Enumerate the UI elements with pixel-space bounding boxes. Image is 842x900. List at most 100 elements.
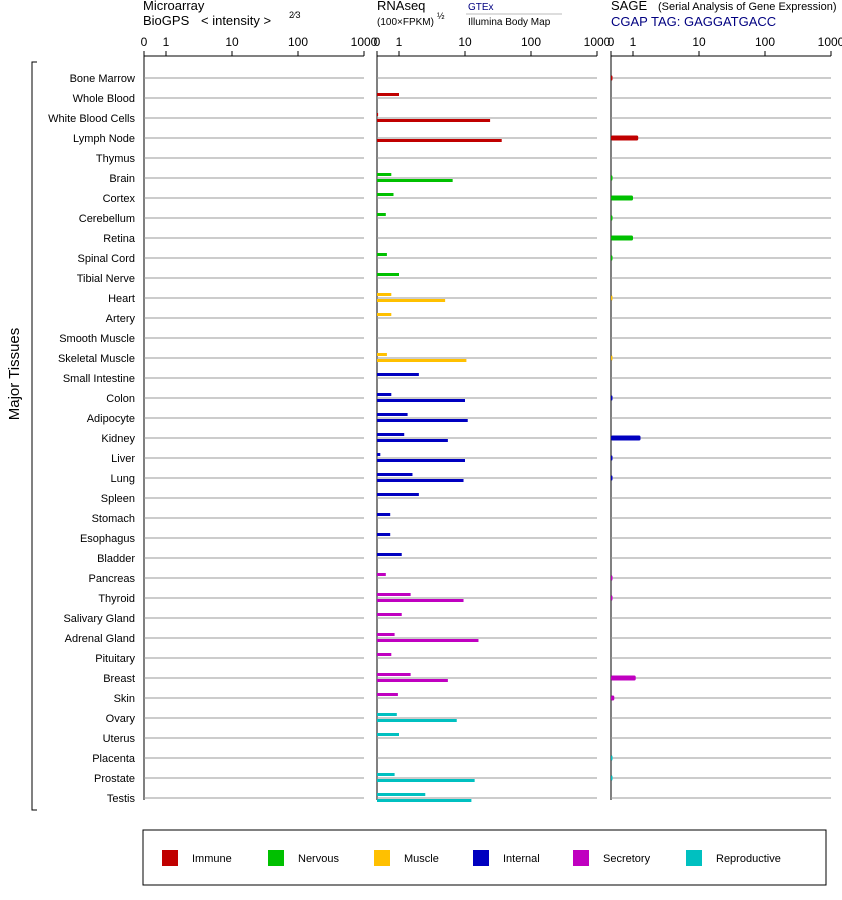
gtex-bar	[377, 473, 413, 476]
gtex-bar	[377, 353, 387, 356]
sage-tick-label: 100	[755, 35, 775, 49]
microarray-unit: < intensity >	[201, 13, 271, 28]
legend-label: Muscle	[404, 853, 439, 865]
legend-item-immune: Immune	[162, 850, 232, 866]
tissue-label: Bladder	[97, 553, 135, 565]
sage-bar	[611, 195, 633, 201]
legend-swatch	[686, 850, 702, 866]
sage-bar	[611, 575, 613, 581]
rnaseq-tick-label: 1	[396, 35, 403, 49]
tissue-label: Artery	[106, 313, 136, 325]
rnaseq-unit: (100×FPKM)	[377, 17, 434, 28]
sage-bar	[611, 435, 641, 441]
sage-tick-label: 10	[692, 35, 706, 49]
legend-swatch	[573, 850, 589, 866]
legend-item-reproductive: Reproductive	[686, 850, 781, 866]
gtex-label: GTEx	[468, 2, 494, 13]
rnaseq-tick-label: 10	[458, 35, 472, 49]
tissue-label: Breast	[103, 673, 135, 685]
sage-tag: CGAP TAG: GAGGATGACC	[611, 14, 776, 29]
sage-subtitle: (Serial Analysis of Gene Expression)	[658, 1, 837, 13]
tissue-label: Spinal Cord	[78, 253, 135, 265]
illumina-bar	[377, 399, 465, 402]
microarray-exponent: 2⁄3	[289, 10, 301, 20]
tissue-label: Pancreas	[89, 573, 136, 585]
gtex-bar	[377, 693, 398, 696]
gtex-bar	[377, 593, 411, 596]
tissue-label: Liver	[111, 453, 135, 465]
y-axis-bracket	[31, 61, 37, 811]
tissue-label: Stomach	[92, 513, 135, 525]
tissue-label: Esophagus	[80, 533, 136, 545]
tissue-label: Prostate	[94, 773, 135, 785]
gtex-bar	[377, 493, 419, 496]
gtex-bar	[377, 733, 399, 736]
gtex-bar	[377, 93, 399, 96]
sage-tick-label: 0	[608, 35, 615, 49]
legend-label: Internal	[503, 853, 540, 865]
microarray-title: Microarray	[143, 0, 205, 13]
legend-item-nervous: Nervous	[268, 850, 339, 866]
illumina-bar	[377, 179, 453, 182]
illumina-bar	[377, 779, 475, 782]
illumina-bar	[377, 119, 491, 122]
microarray-tick-label: 0	[141, 35, 148, 49]
gtex-bar	[377, 513, 391, 516]
gtex-bar	[377, 213, 386, 216]
legend-item-muscle: Muscle	[374, 850, 439, 866]
tissue-label: Skeletal Muscle	[58, 353, 135, 365]
legend-swatch	[162, 850, 178, 866]
tissue-label: Retina	[103, 233, 136, 245]
tissue-label: Thymus	[96, 153, 136, 165]
tissue-label: Lymph Node	[73, 133, 135, 145]
tissue-label: Tibial Nerve	[77, 273, 135, 285]
sage-bar	[611, 775, 613, 781]
illumina-bar	[377, 639, 479, 642]
sage-bar	[611, 235, 633, 241]
microarray-tick-label: 1	[163, 35, 170, 49]
gtex-bar	[377, 553, 402, 556]
gtex-bar	[377, 453, 381, 456]
tissue-label: Bone Marrow	[70, 73, 135, 85]
legend-swatch	[374, 850, 390, 866]
gtex-bar	[377, 653, 392, 656]
gtex-bar	[377, 713, 397, 716]
gtex-bar	[377, 533, 391, 536]
illumina-bar	[377, 299, 446, 302]
gtex-bar	[377, 193, 394, 196]
tissue-label: Adrenal Gland	[65, 633, 135, 645]
tissue-label: Cerebellum	[79, 213, 135, 225]
gtex-bar	[377, 173, 392, 176]
legend-swatch	[268, 850, 284, 866]
gtex-bar	[377, 433, 405, 436]
illumina-bar	[377, 599, 464, 602]
legend-label: Immune	[192, 853, 232, 865]
illumina-bar	[377, 139, 502, 142]
rnaseq-title: RNAseq	[377, 0, 425, 13]
gtex-bar	[377, 573, 386, 576]
tissue-label: Spleen	[101, 493, 135, 505]
sage-bar	[611, 755, 613, 761]
tissue-label: Testis	[107, 793, 136, 805]
rnaseq-tick-label: 100	[521, 35, 541, 49]
sage-bar	[611, 295, 613, 301]
gtex-bar	[377, 773, 395, 776]
gtex-bar	[377, 273, 399, 276]
sage-bar	[611, 395, 613, 401]
tissue-label: Brain	[109, 173, 135, 185]
gtex-bar	[377, 413, 408, 416]
microarray-tick-label: 10	[225, 35, 239, 49]
tissue-label: Pituitary	[95, 653, 135, 665]
tissue-label: White Blood Cells	[48, 113, 135, 125]
illumina-label: Illumina Body Map	[468, 17, 551, 28]
illumina-bar	[377, 679, 448, 682]
tissue-label: Small Intestine	[63, 373, 135, 385]
tissue-label: Salivary Gland	[63, 613, 135, 625]
gtex-bar	[377, 393, 392, 396]
illumina-bar	[377, 479, 464, 482]
tissue-label: Adipocyte	[87, 413, 135, 425]
legend-label: Secretory	[603, 853, 651, 865]
sage-title: SAGE	[611, 0, 647, 13]
gtex-bar	[377, 113, 379, 116]
tissue-label: Thyroid	[98, 593, 135, 605]
